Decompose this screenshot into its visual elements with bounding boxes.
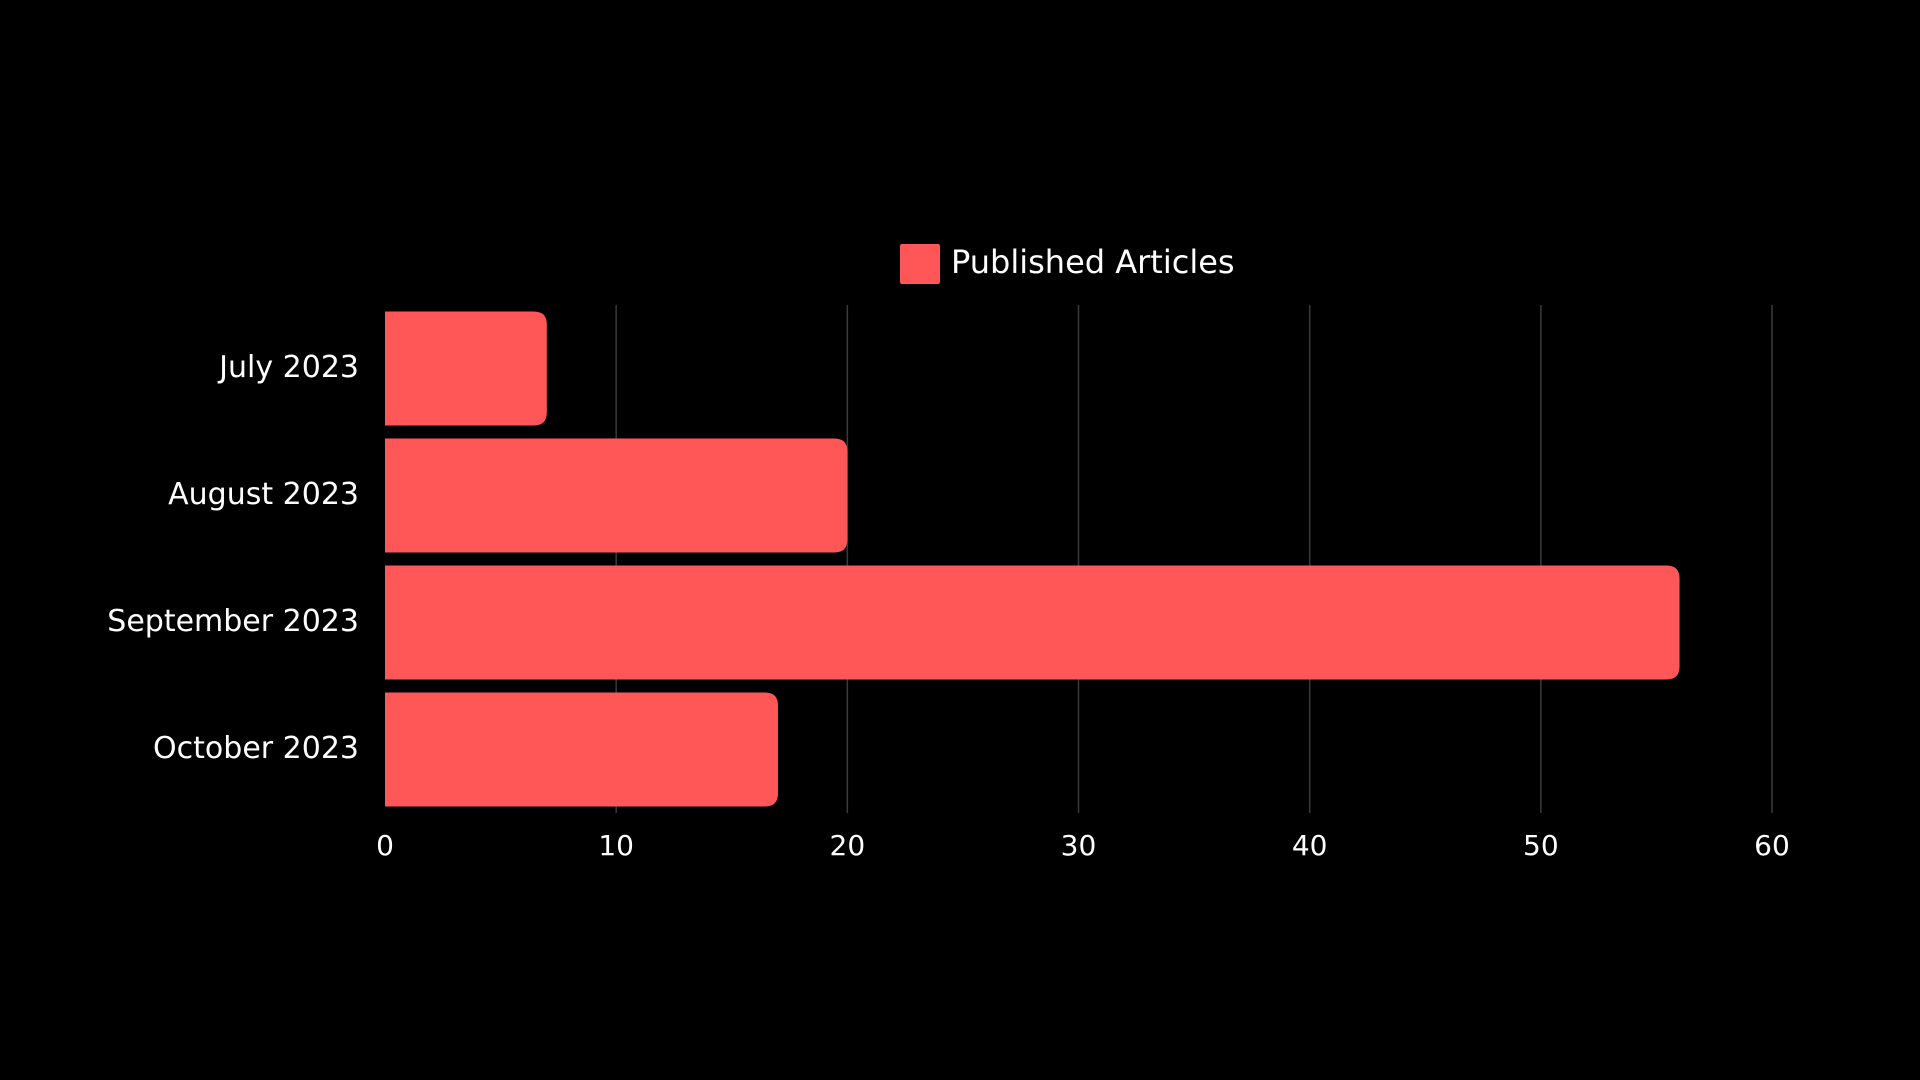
x-axis-tick-labels: 0 10 20 30 40 50 60	[376, 829, 1790, 862]
legend: Published Articles	[900, 243, 1235, 284]
legend-swatch	[900, 244, 940, 284]
x-tick-label: 30	[1061, 829, 1097, 862]
x-tick-label: 40	[1292, 829, 1328, 862]
category-label: October 2023	[153, 731, 359, 766]
category-labels: July 2023 August 2023 September 2023 Octobe…	[107, 350, 359, 766]
x-tick-label: 10	[598, 829, 634, 862]
bar-october-2023	[385, 692, 778, 807]
x-tick-label: 50	[1523, 829, 1559, 862]
grid-layer	[615, 305, 1773, 813]
x-tick-label: 20	[830, 829, 866, 862]
legend-label: Published Articles	[951, 243, 1235, 281]
category-label: September 2023	[107, 604, 359, 639]
x-tick-label: 60	[1754, 829, 1790, 862]
category-label: July 2023	[217, 350, 359, 385]
category-label: August 2023	[168, 477, 359, 512]
bar-july-2023	[385, 311, 547, 426]
bar-september-2023	[385, 565, 1680, 680]
bar-august-2023	[385, 438, 848, 553]
bars-layer	[385, 311, 1680, 807]
x-tick-label: 0	[376, 829, 394, 862]
